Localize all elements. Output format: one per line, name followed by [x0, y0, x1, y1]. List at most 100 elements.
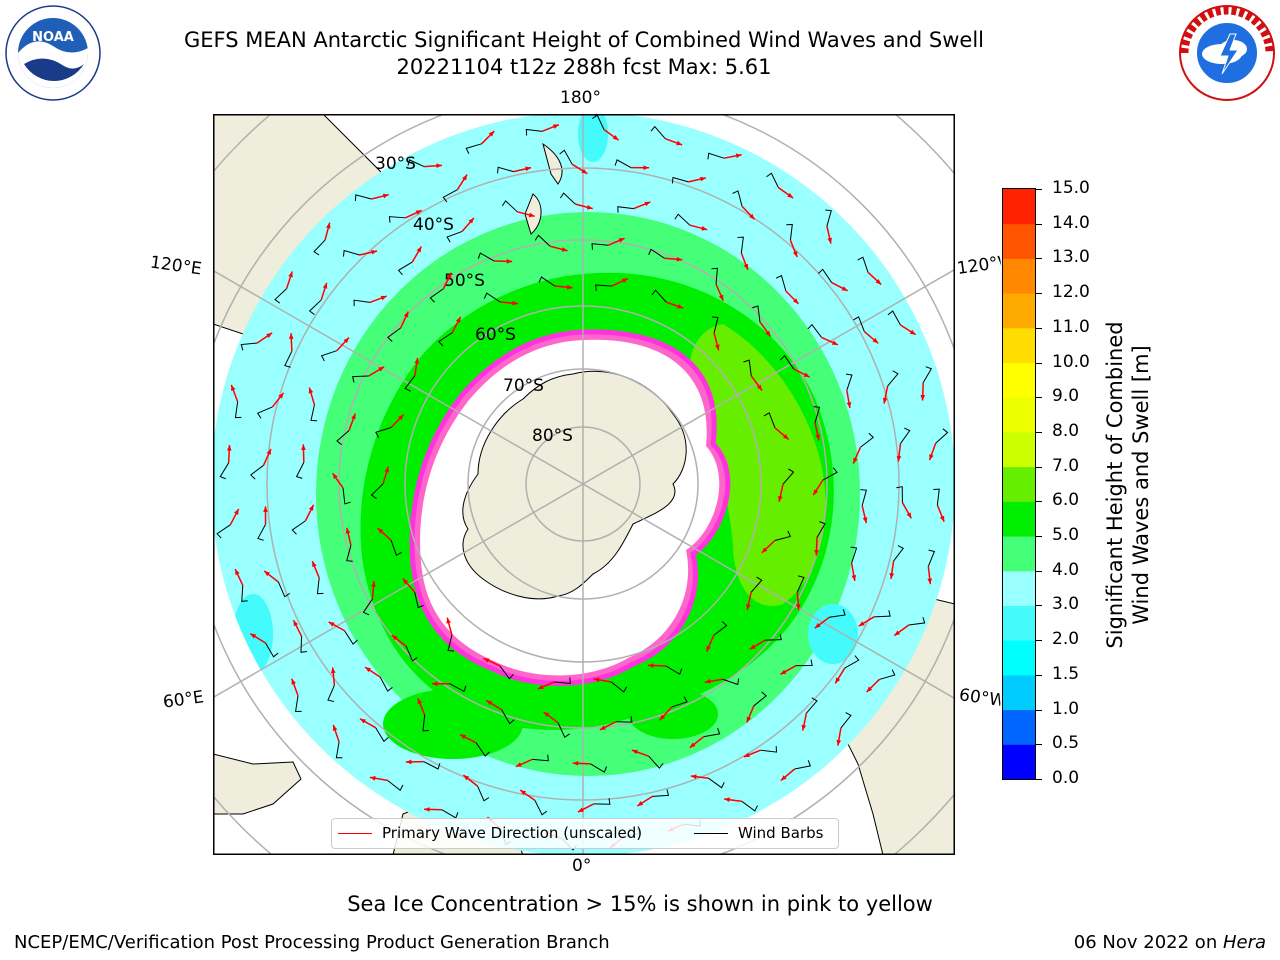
wave-arrow-head — [906, 512, 912, 519]
colorbar-block — [1003, 466, 1035, 502]
wave-arrow-head — [483, 658, 490, 663]
wave-arrow-head — [343, 337, 350, 344]
wind-barb — [335, 741, 343, 759]
colorbar-tick-label: 10.0 — [1052, 351, 1090, 372]
lon-label-60e: 60°E — [161, 687, 206, 713]
wave-arrow-head — [735, 153, 742, 159]
wave-arrow-head — [689, 742, 696, 748]
wind-barb — [648, 248, 665, 259]
colorbar-block — [1003, 327, 1035, 364]
wave-arrow-head — [792, 251, 798, 258]
wind-barb — [388, 216, 406, 223]
wind-barb — [216, 524, 231, 539]
chart-title: GEFS MEAN Antarctic Significant Height o… — [183, 28, 985, 52]
wave-arrow-head — [468, 217, 474, 224]
lat-label-80s: 80°S — [532, 426, 573, 446]
wind-barb — [446, 230, 463, 243]
wind-barb — [219, 462, 230, 480]
wave-arrow-head — [814, 622, 821, 629]
colorbar-tick-label: 1.5 — [1052, 663, 1080, 684]
colorbar-tick-mark — [1035, 293, 1042, 295]
wind-barb — [274, 288, 287, 304]
wave-arrow-head — [631, 749, 638, 755]
colorbar-tick-label: 15.0 — [1052, 178, 1090, 198]
wind-barb — [652, 789, 670, 797]
wave-arrow-head — [414, 357, 420, 364]
wind-barb — [765, 633, 782, 641]
wind-barb — [908, 617, 926, 626]
wave-arrow-head — [815, 434, 821, 441]
wind-barb — [860, 432, 875, 448]
wind-barb — [344, 630, 358, 645]
wave-arrow-head — [836, 739, 842, 746]
wind-barb — [300, 636, 307, 653]
wind-barb — [397, 261, 413, 276]
colorbar-tick-label: 3.0 — [1052, 594, 1080, 615]
wind-barb — [825, 209, 832, 227]
colorbar-tick-label: 8.0 — [1052, 420, 1080, 441]
wind-barb — [559, 192, 576, 205]
wind-barb — [234, 401, 242, 419]
lat-label-70s: 70°S — [503, 376, 544, 396]
wave-arrow-head — [308, 504, 314, 511]
wind-barb — [674, 213, 691, 226]
wave-arrow-head — [841, 286, 848, 291]
wind-barb — [711, 267, 718, 285]
wave-arrow-head — [415, 210, 422, 215]
wind-barb — [818, 268, 833, 283]
colorbar-tick-mark — [1035, 327, 1042, 329]
colorbar-tick-mark — [1035, 640, 1042, 642]
wave-arrow-head — [618, 238, 625, 243]
wave-arrow-head — [293, 620, 299, 627]
wave-arrow-head — [288, 271, 293, 278]
wave-arrow-head — [706, 645, 711, 652]
wind-barb — [711, 316, 719, 334]
wave-arrow-head — [330, 667, 336, 674]
lat-label-60s: 60°S — [475, 325, 516, 345]
wave-arrow-head — [566, 284, 573, 290]
wind-barb — [265, 642, 279, 658]
colorbar-block — [1003, 258, 1035, 294]
wind-barb — [845, 373, 853, 391]
wind-barb — [320, 350, 337, 362]
wind-barb — [763, 412, 776, 428]
wave-arrow-head — [332, 724, 338, 731]
wave-arrow-head — [301, 444, 306, 450]
legend-item-wave: Primary Wave Direction (unscaled) — [338, 824, 642, 842]
wind-barb — [422, 714, 429, 732]
wave-arrow-head — [929, 454, 934, 461]
wave-arrow-head — [676, 140, 683, 146]
noaa-logo-text: NOAA — [32, 30, 74, 45]
lon-label-120w: 120°W — [955, 253, 1003, 279]
wind-barb — [501, 709, 515, 725]
colorbar-block — [1003, 362, 1035, 398]
colorbar-tick-label: 6.0 — [1052, 490, 1080, 511]
wave-arrow-head — [463, 775, 470, 781]
lat-label-30s: 30°S — [375, 154, 416, 174]
wave-arrow-head — [328, 621, 335, 627]
wave-arrow-head — [637, 801, 644, 806]
wave-arrow-head — [371, 581, 376, 587]
colorbar-block — [1003, 189, 1035, 225]
wind-barb — [438, 332, 453, 347]
colorbar-tick-label: 5.0 — [1052, 525, 1080, 546]
wave-arrow-head — [724, 797, 730, 803]
colorbar-block — [1003, 640, 1035, 676]
wave-arrow-head — [506, 258, 513, 264]
wave-arrow-head — [780, 775, 787, 781]
wave-arrow-head — [288, 333, 294, 339]
wave-arrow-head — [528, 212, 535, 218]
wind-barb — [342, 487, 351, 505]
wind-barb — [665, 665, 683, 675]
colorbar-tick-label: 0.5 — [1052, 733, 1080, 754]
wave-arrow-head — [402, 578, 409, 585]
wind-barb — [354, 194, 372, 201]
wave-arrow-head — [846, 402, 852, 408]
wind-barb — [465, 143, 482, 154]
wave-arrow-head — [701, 226, 708, 231]
colorbar-tick-mark — [1035, 779, 1042, 780]
wave-arrow-head — [512, 300, 518, 306]
colorbar-tick-label: 11.0 — [1052, 316, 1090, 337]
wind-barb — [483, 292, 501, 303]
wind-barb — [336, 430, 350, 446]
